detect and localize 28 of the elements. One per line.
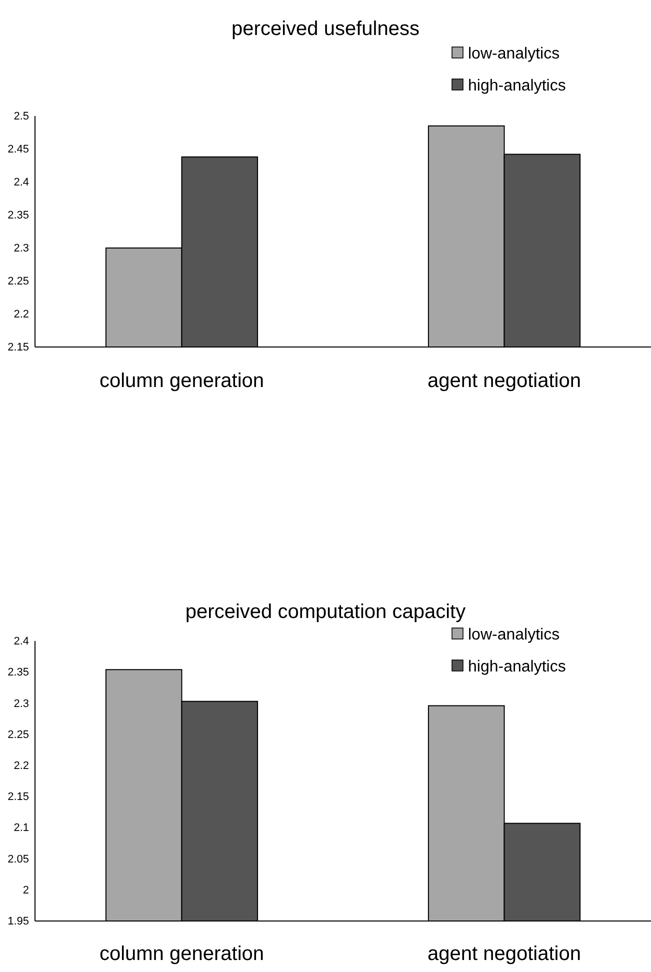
legend-label: high-analytics	[468, 78, 566, 95]
y-tick-label: 2.2	[14, 308, 29, 321]
chart-title: perceived computation capacity	[185, 601, 466, 623]
y-tick-label: 2.3	[14, 698, 29, 710]
y-tick-label: 2.15	[8, 791, 29, 804]
x-tick-label: agent negotiation	[428, 370, 581, 392]
y-tick-label: 2.4	[14, 176, 29, 189]
x-tick-label: column generation	[99, 370, 264, 392]
y-tick-label: 2.1	[14, 822, 29, 834]
y-tick-label: 2.15	[8, 342, 29, 354]
y-tick-label: 2.2	[14, 760, 29, 772]
x-tick-label: column generation	[99, 943, 264, 966]
chart-title: perceived usefulness	[232, 18, 420, 40]
y-tick-label: 2.35	[8, 210, 29, 222]
x-tick-label: agent negotiation	[428, 943, 581, 966]
y-tick-label: 1.95	[8, 916, 29, 928]
y-tick-label: 2.3	[14, 242, 29, 255]
y-tick-label: 2.45	[8, 144, 29, 156]
y-tick-label: 2.5	[14, 110, 29, 123]
legend-label: high-analytics	[468, 658, 566, 676]
y-tick-label: 2	[22, 884, 29, 896]
y-tick-label: 2.25	[8, 276, 29, 288]
y-tick-label: 2.35	[8, 666, 29, 679]
y-tick-label: 2.05	[8, 853, 29, 866]
legend-label: low-analytics	[468, 626, 560, 644]
y-tick-label: 2.4	[14, 636, 29, 648]
y-tick-label: 2.25	[8, 728, 29, 741]
legend-label: low-analytics	[468, 46, 560, 63]
